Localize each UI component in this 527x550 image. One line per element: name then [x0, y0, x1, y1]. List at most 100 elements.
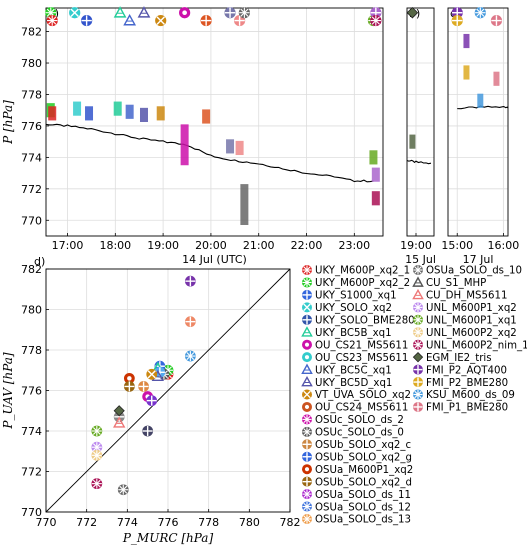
flight-symbol-marker: [46, 14, 58, 27]
marker-stroke: [304, 404, 310, 410]
legend-label: FMI_P1_BME280: [426, 403, 508, 414]
panel-a-time-series: 17:00 18:00 19:00 20:00 21:00 22:00 23:00 770 77…: [1, 6, 384, 266]
legend-marker: [301, 451, 312, 462]
marker-stroke: [304, 355, 310, 360]
marker-stroke: [240, 8, 249, 17]
marker-outline: [406, 6, 419, 19]
legend-marker: [412, 264, 423, 275]
legend-marker: [412, 351, 424, 363]
legend-marker: [412, 314, 423, 325]
legend-marker: [301, 363, 313, 374]
flight-symbol-marker: [490, 14, 503, 27]
x-tick-label: 778: [198, 516, 219, 529]
y-tick-label: 782: [21, 26, 42, 39]
y-axis-label: P [hPa]: [1, 100, 15, 145]
legend-label: EGM_IE2_tris: [426, 353, 492, 364]
scatter-point: [184, 275, 196, 287]
flight-symbol-marker: [155, 14, 167, 27]
flight-pressure-trace: [156, 106, 165, 121]
scatter-point: [91, 441, 103, 453]
flight-pressure-trace: [113, 101, 122, 116]
y-tick-label: 780: [21, 57, 42, 70]
x-axis-label: 17 Jul: [463, 253, 494, 266]
legend-marker: [301, 314, 312, 325]
scatter-point: [117, 484, 129, 496]
legend-entry: OSUc_SOLO_ds_0: [301, 426, 404, 439]
legend-label: OSUa_SOLO_ds_12: [315, 502, 411, 513]
legend-entry: UKY_M600P_xq2_1: [301, 264, 410, 277]
flight-pressure-trace: [48, 106, 57, 121]
y-tick-label: 772: [21, 466, 42, 479]
legend-marker: [301, 489, 312, 500]
one-to-one-line: [45, 268, 291, 513]
legend-entry: UNL_M600P2_nim_1: [412, 339, 527, 351]
legend-label: FMI_P2_BME280: [426, 378, 508, 389]
legend-marker: [301, 439, 312, 450]
marker-outline: [113, 405, 125, 417]
legend-label: OSUc_SOLO_ds_0: [315, 428, 404, 439]
legend-label: UNL_M600P2_xq2: [426, 328, 517, 339]
legend-entry: OU_CS24_MS5611: [301, 401, 408, 414]
legend-entry: OSUb_SOLO_xq2_g: [301, 451, 412, 463]
axes-frame: [45, 7, 384, 237]
marker-stroke: [414, 341, 422, 349]
mhp-reference-trace: [45, 123, 374, 183]
flight-pressure-trace: [73, 101, 82, 116]
marker-outline: [412, 351, 424, 363]
legend-entry: UKY_BC5C_xq1: [301, 363, 392, 376]
flight-pressure-trace: [226, 139, 235, 154]
legend-label: FMI_P2_AQT400: [426, 365, 507, 376]
legend-marker: [301, 414, 312, 425]
marker-stroke: [92, 451, 101, 460]
flight-symbol-marker: [406, 6, 419, 19]
flight-series: [370, 7, 382, 182]
legend-marker: [301, 501, 312, 512]
y-tick-label: 776: [21, 120, 42, 133]
legend-entry: CU_S1_MHP: [412, 276, 486, 289]
legend-label: UNL_M600P2_nim_1: [426, 340, 527, 351]
legend-entry: UNL_M600P1_xq1: [412, 314, 517, 327]
legend-label: UKY_SOLO_BME280: [315, 316, 415, 327]
legend-label: UKY_BC5C_xq1: [315, 365, 392, 376]
scatter-point: [123, 372, 135, 384]
flight-pressure-trace: [202, 109, 211, 124]
flight-series: [81, 14, 94, 121]
marker-stroke: [127, 376, 132, 381]
flight-pressure-trace: [235, 140, 244, 156]
marker-stroke: [46, 8, 55, 17]
legend-label: UKY_BC5D_xq1: [315, 378, 392, 389]
legend-entry: OU_CS23_MS5611: [301, 352, 408, 364]
flight-series: [233, 14, 246, 156]
legend-entry: UNL_M600P1_xq2: [412, 302, 517, 314]
x-tick-label: 15:00: [441, 239, 473, 252]
marker-stroke: [304, 467, 310, 472]
legend-marker: [412, 276, 424, 287]
legend-label: OSUa_SOLO_ds_10: [426, 266, 522, 277]
y-tick-label: 774: [21, 151, 42, 164]
axes-frame: [406, 7, 435, 237]
marker-stroke: [119, 485, 128, 494]
flight-symbol-marker: [200, 14, 212, 27]
x-tick-label: 23:00: [338, 239, 370, 252]
legend-marker: [301, 339, 312, 350]
legend-entry: OSUa_SOLO_ds_13: [301, 514, 411, 526]
marker-stroke: [414, 266, 422, 274]
flight-pressure-trace: [369, 150, 378, 165]
legend-entry: OSUc_SOLO_ds_2: [301, 414, 404, 426]
legend-marker: [412, 302, 423, 313]
legend-marker: [301, 264, 312, 275]
legend-label: KSU_M600_ds_09: [426, 390, 515, 401]
legend-entry: OSUb_SOLO_xq2_d: [301, 476, 412, 488]
scatter-point: [138, 381, 150, 392]
legend-marker: [412, 377, 423, 388]
legend-entry: OSUa_SOLO_ds_12: [301, 501, 411, 513]
legend-marker: [412, 327, 423, 338]
marker-stroke: [371, 16, 380, 25]
marker-stroke: [147, 370, 156, 379]
mhp-reference-trace: [406, 159, 432, 165]
marker-outline: [412, 288, 424, 300]
flight-pressure-trace: [371, 167, 380, 182]
legend-entry: UKY_SOLO_BME280: [301, 314, 415, 327]
legend-entry: FMI_P2_BME280: [412, 377, 508, 389]
scatter-point: [146, 368, 158, 380]
